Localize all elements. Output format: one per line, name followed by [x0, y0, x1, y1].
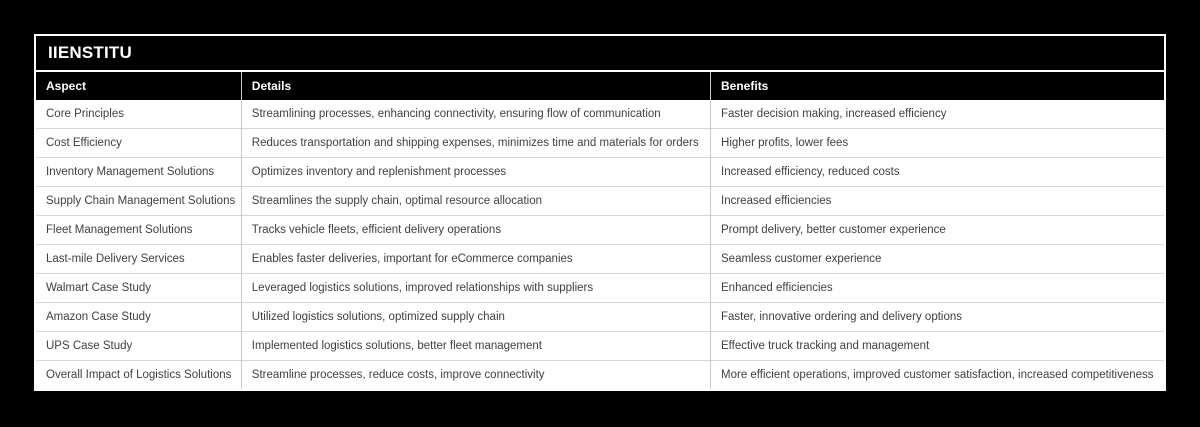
table-cell: Tracks vehicle fleets, efficient deliver…	[240, 215, 711, 245]
column-header-benefits: Benefits	[710, 72, 1164, 100]
table-cell: Optimizes inventory and replenishment pr…	[240, 157, 711, 187]
column-header-aspect: Aspect	[36, 72, 242, 100]
table-cell: Implemented logistics solutions, better …	[240, 331, 711, 361]
table-row: UPS Case Study Implemented logistics solu…	[36, 331, 1164, 361]
table-header-row: Aspect Details Benefits	[36, 72, 1164, 100]
table-cell: Prompt delivery, better customer experie…	[710, 215, 1164, 245]
table-cell: Leveraged logistics solutions, improved …	[240, 273, 711, 303]
table-cell: Streamlines the supply chain, optimal re…	[240, 186, 711, 216]
table-cell: Amazon Case Study	[36, 302, 242, 332]
page-title: IIENSTITU	[36, 36, 1164, 72]
data-table: Aspect Details Benefits Core Principles S…	[36, 72, 1164, 389]
table-cell: Utilized logistics solutions, optimized …	[240, 302, 711, 332]
table-row: Supply Chain Management Solutions Streaml…	[36, 186, 1164, 216]
table-body: Core Principles Streamlining processes, e…	[36, 100, 1164, 389]
table-cell: Increased efficiencies	[710, 186, 1164, 216]
table-cell: Last-mile Delivery Services	[36, 244, 242, 274]
table-cell: Overall Impact of Logistics Solutions	[36, 360, 242, 389]
table-row: Overall Impact of Logistics Solutions Str…	[36, 360, 1164, 389]
table-row: Amazon Case Study Utilized logistics solu…	[36, 302, 1164, 332]
table-card: IIENSTITU Aspect Details Benefits Core P…	[34, 34, 1166, 391]
table-cell: Streamlining processes, enhancing connec…	[240, 100, 711, 129]
table-row: Core Principles Streamlining processes, e…	[36, 100, 1164, 129]
table-row: Last-mile Delivery Services Enables faste…	[36, 244, 1164, 274]
table-cell: Walmart Case Study	[36, 273, 242, 303]
table-cell: Supply Chain Management Solutions	[36, 186, 242, 216]
table-row: Walmart Case Study Leveraged logistics so…	[36, 273, 1164, 303]
table-cell: Increased efficiency, reduced costs	[710, 157, 1164, 187]
table-cell: Streamline processes, reduce costs, impr…	[240, 360, 711, 389]
table-header: Aspect Details Benefits	[36, 72, 1164, 100]
table-cell: Faster decision making, increased effici…	[710, 100, 1164, 129]
table-cell: Higher profits, lower fees	[710, 128, 1164, 158]
table-cell: Fleet Management Solutions	[36, 215, 242, 245]
table-cell: Reduces transportation and shipping expe…	[240, 128, 711, 158]
table-cell: Enables faster deliveries, important for…	[240, 244, 711, 274]
table-row: Inventory Management Solutions Optimizes …	[36, 157, 1164, 187]
table-cell: Core Principles	[36, 100, 242, 129]
table-cell: Inventory Management Solutions	[36, 157, 242, 187]
table-row: Cost Efficiency Reduces transportation an…	[36, 128, 1164, 158]
table-row: Fleet Management Solutions Tracks vehicle…	[36, 215, 1164, 245]
table-cell: More efficient operations, improved cust…	[710, 360, 1164, 389]
column-header-details: Details	[240, 72, 711, 100]
table-cell: Effective truck tracking and management	[710, 331, 1164, 361]
table-cell: Cost Efficiency	[36, 128, 242, 158]
table-cell: Faster, innovative ordering and delivery…	[710, 302, 1164, 332]
table-cell: UPS Case Study	[36, 331, 242, 361]
table-cell: Seamless customer experience	[710, 244, 1164, 274]
table-cell: Enhanced efficiencies	[710, 273, 1164, 303]
